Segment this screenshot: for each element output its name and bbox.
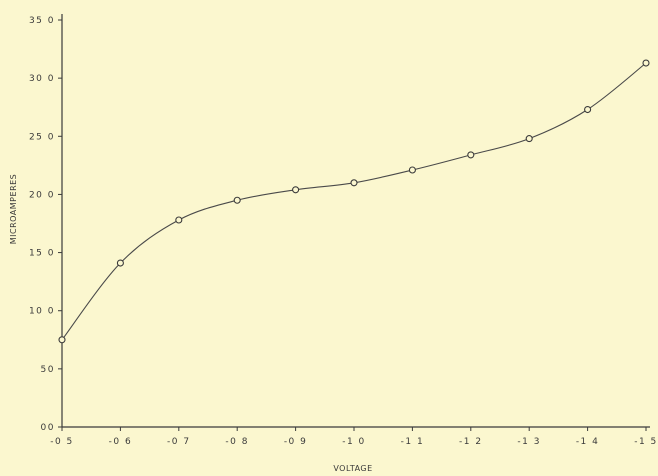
y-tick-label: 10 0 (29, 307, 55, 317)
data-point (350, 179, 358, 187)
x-tick-label: -0 7 (167, 437, 191, 447)
x-axis-label: VOLTAGE (333, 464, 372, 473)
x-tick-label: -0 9 (284, 437, 308, 447)
y-tick-label: 50 (41, 365, 55, 375)
x-tick-label: -1 3 (517, 437, 541, 447)
x-axis-ticks: -0 5 -0 6 -0 7 -0 8 -0 9 -1 0 -1 1 -1 2 -1 3 -1 4… (50, 427, 658, 447)
y-axis-label: MICROAMPERES (9, 174, 18, 245)
y-tick-label: 20 0 (29, 190, 55, 200)
data-point (58, 336, 66, 344)
x-tick-label: -0 6 (109, 437, 133, 447)
x-tick-label: -1 4 (576, 437, 600, 447)
x-tick-label: -1 5 (634, 437, 658, 447)
data-points (58, 59, 650, 344)
x-tick-label: -1 0 (342, 437, 366, 447)
data-point (175, 216, 183, 224)
x-tick-label: -1 1 (401, 437, 425, 447)
data-point (233, 196, 241, 204)
data-point (408, 166, 416, 174)
data-point (116, 259, 124, 267)
data-point (584, 105, 592, 114)
data-point (642, 59, 650, 67)
y-tick-label: 25 0 (29, 132, 55, 142)
series-curve (61, 62, 647, 341)
y-tick-label: 15 0 (29, 249, 55, 259)
data-point (292, 186, 300, 194)
data-point (525, 135, 533, 143)
data-point (467, 151, 475, 159)
y-tick-label: 00 (41, 423, 55, 433)
x-tick-label: -0 5 (50, 437, 74, 447)
y-tick-label: 35 0 (29, 16, 55, 26)
x-tick-label: -0 8 (225, 437, 249, 447)
y-axis-ticks: 00 50 10 0 15 0 20 0 25 0 30 0 35 0 (29, 16, 62, 433)
x-tick-label: -1 2 (459, 437, 483, 447)
y-tick-label: 30 0 (29, 74, 55, 84)
